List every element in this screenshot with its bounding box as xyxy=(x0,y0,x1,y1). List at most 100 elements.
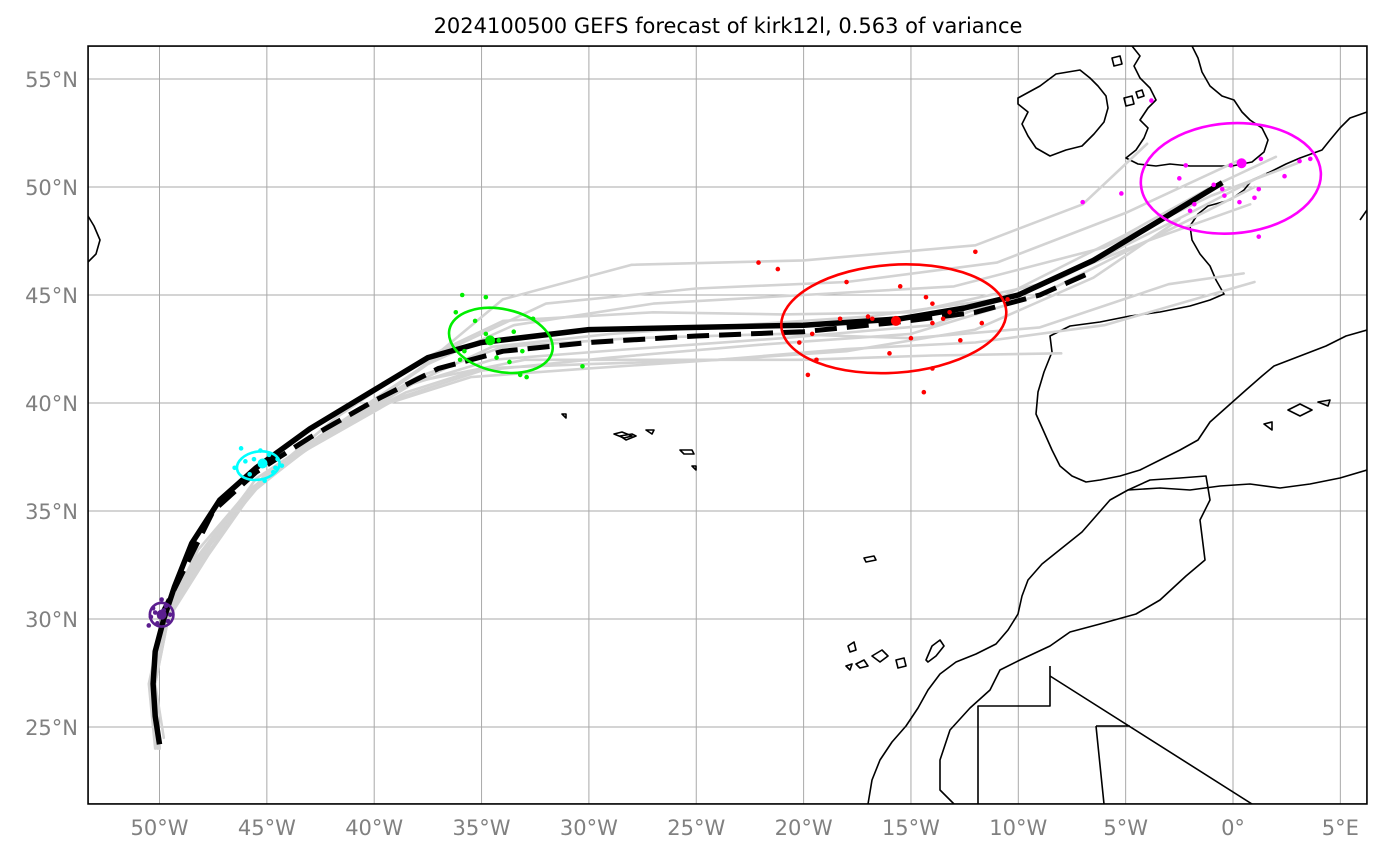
member-point xyxy=(167,612,173,617)
lat-label: 45°N xyxy=(25,284,78,308)
coast-small-island-1 xyxy=(1111,55,1123,67)
member-point xyxy=(524,374,529,380)
coast-great-britain xyxy=(1125,46,1269,167)
member-point xyxy=(930,320,935,326)
coast-north-africa xyxy=(867,469,1367,804)
member-point xyxy=(243,459,248,464)
member-point xyxy=(1005,297,1010,302)
lon-label: 5°W xyxy=(1103,816,1148,840)
ellipse-group-t2 xyxy=(232,446,285,484)
member-point xyxy=(483,331,489,337)
member-point xyxy=(865,314,871,319)
member-point xyxy=(1080,199,1086,205)
member-point xyxy=(459,292,465,298)
ocean-background xyxy=(88,46,1367,804)
dashed-track-line xyxy=(157,268,1095,621)
dashed-track xyxy=(157,268,1095,621)
uncertainty-ellipse xyxy=(779,263,1008,375)
member-point xyxy=(580,363,585,369)
member-point xyxy=(947,309,952,315)
lon-label: 40°W xyxy=(345,816,403,840)
lon-label: 30°W xyxy=(560,816,618,840)
member-point xyxy=(1219,186,1225,192)
border-mauritania xyxy=(1049,675,1253,804)
member-point xyxy=(805,372,811,378)
plot-border xyxy=(87,45,1368,805)
member-point xyxy=(1228,163,1234,168)
member-point xyxy=(1297,158,1302,164)
member-point xyxy=(797,340,802,345)
coast-azores-2 xyxy=(619,433,637,441)
uncertainty-ellipse xyxy=(1139,121,1323,235)
coast-azores-3 xyxy=(645,429,655,435)
coast-canaries xyxy=(845,639,945,671)
member-point xyxy=(247,471,252,477)
uncertainty-ellipse xyxy=(235,450,281,482)
lon-label: 25°W xyxy=(667,816,725,840)
lon-label: 5°E xyxy=(1322,816,1359,840)
lon-label: 20°W xyxy=(775,816,833,840)
member-point xyxy=(1258,156,1264,162)
member-point xyxy=(507,359,512,365)
lon-label: 50°W xyxy=(131,816,189,840)
member-point xyxy=(1252,195,1257,201)
coastlines xyxy=(88,46,1367,804)
lon-label: 35°W xyxy=(453,816,511,840)
coast-madeira xyxy=(863,555,877,563)
member-point xyxy=(870,316,875,322)
member-point xyxy=(1187,208,1193,214)
ellipse-group-t5 xyxy=(1080,98,1323,239)
mean-point xyxy=(890,315,901,326)
map-title: 2024100500 GEFS forecast of kirk12l, 0.5… xyxy=(434,14,1023,38)
member-track xyxy=(153,155,1278,740)
mean-point xyxy=(156,609,167,620)
mean-track xyxy=(150,180,1224,745)
member-point xyxy=(472,318,478,324)
member-point xyxy=(1149,98,1154,103)
mean-point xyxy=(257,458,268,469)
uncertainty-ellipse xyxy=(148,601,175,628)
ellipse-group-t3 xyxy=(447,292,585,380)
plot-area xyxy=(88,46,1367,804)
member-point xyxy=(973,249,978,255)
member-point xyxy=(251,456,257,462)
member-point xyxy=(1211,182,1216,188)
member-point xyxy=(159,597,164,602)
member-point xyxy=(1192,201,1197,207)
member-point xyxy=(146,623,152,628)
lat-label: 35°N xyxy=(25,500,78,524)
member-point xyxy=(238,446,244,451)
coast-azores-6 xyxy=(561,413,567,419)
member-point xyxy=(457,357,463,363)
member-point xyxy=(887,351,892,356)
member-point xyxy=(462,348,467,354)
border-inland xyxy=(939,475,1211,804)
member-point xyxy=(496,338,502,343)
member-point xyxy=(1177,176,1182,181)
member-point xyxy=(511,329,517,335)
lon-label: 45°W xyxy=(238,816,296,840)
member-point xyxy=(1183,163,1189,168)
member-point xyxy=(483,294,489,300)
member-point xyxy=(1256,234,1262,239)
lon-label: 15°W xyxy=(882,816,940,840)
member-point xyxy=(1282,173,1287,179)
coast-azores-5 xyxy=(691,465,697,471)
member-point xyxy=(494,355,499,360)
ellipse-group-t1 xyxy=(146,597,175,628)
member-point xyxy=(923,294,929,300)
member-point xyxy=(520,348,525,354)
lon-label: 0° xyxy=(1221,816,1245,840)
member-point xyxy=(1222,193,1227,198)
member-point xyxy=(1119,191,1124,196)
graticule xyxy=(88,46,1367,804)
member-point xyxy=(979,320,985,326)
member-point xyxy=(756,260,761,265)
member-point xyxy=(921,389,927,395)
coast-balearic xyxy=(1263,399,1331,431)
member-point xyxy=(940,316,946,322)
member-point xyxy=(1256,186,1262,192)
coast-newfoundland xyxy=(88,215,101,263)
uncertainty-ellipse xyxy=(447,306,555,375)
